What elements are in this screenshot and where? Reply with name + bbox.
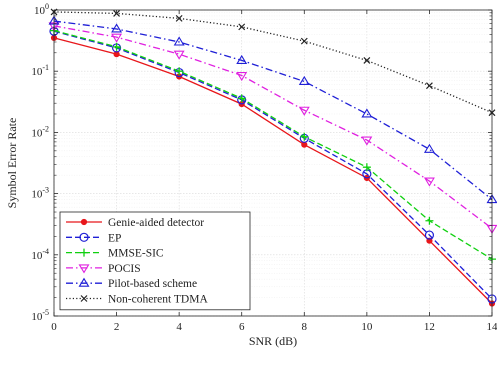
data-point <box>362 163 371 172</box>
data-point <box>175 67 184 76</box>
x-tick-label: 4 <box>176 321 182 333</box>
x-tick-label: 10 <box>361 321 373 333</box>
ticks: 0 2 4 6 8 10 12 14 100 10-1 10-2 10-3 10-4 10-5 <box>31 2 497 333</box>
data-point <box>80 248 88 257</box>
legend-entry: MMSE-SIC <box>66 248 164 260</box>
y-tick-label: 10-5 <box>31 308 49 323</box>
x-tick-label: 12 <box>424 321 435 333</box>
legend-entry: Pilot-based scheme <box>66 277 197 290</box>
data-point <box>423 177 435 187</box>
x-tick-label: 2 <box>114 321 120 333</box>
data-point <box>298 75 310 86</box>
data-point <box>80 295 88 302</box>
x-tick-label: 0 <box>51 321 57 333</box>
series-0 <box>50 34 496 307</box>
data-point <box>78 277 90 287</box>
data-point <box>175 14 183 22</box>
series-line <box>53 11 493 114</box>
data-point <box>173 50 185 60</box>
x-tick-label: 8 <box>302 321 308 333</box>
data-point <box>424 230 435 240</box>
legend-box <box>59 211 251 311</box>
legend-label: MMSE-SIC <box>108 248 164 260</box>
y-tick-label: 10-3 <box>31 186 49 201</box>
x-tick-label: 14 <box>487 321 497 333</box>
data-point <box>236 71 248 82</box>
data-point <box>238 23 246 31</box>
data-point <box>80 218 88 226</box>
legend-entry: Non-coherent TDMA <box>66 294 208 306</box>
series-5 <box>50 8 496 117</box>
data-point <box>111 33 123 43</box>
legend-label: Pilot-based scheme <box>108 278 197 290</box>
data-point <box>111 23 123 33</box>
y-tick-label: 10-2 <box>31 124 49 139</box>
data-point <box>79 232 89 242</box>
data-point <box>300 37 308 45</box>
data-point <box>425 216 434 225</box>
data-point <box>173 36 185 46</box>
legend: Genie-aided detector EP MMSE-SIC POCIS Pilot… <box>59 211 251 311</box>
y-tick-label: 10-1 <box>31 63 49 78</box>
series-line <box>53 37 493 304</box>
data-point <box>237 94 246 103</box>
series-line <box>53 20 493 201</box>
y-axis-label: Symbol Error Rate <box>5 118 19 209</box>
series-layer <box>48 8 497 307</box>
legend-label: Genie-aided detector <box>108 217 204 229</box>
series-line <box>53 30 493 300</box>
data-point <box>423 143 435 153</box>
series-line <box>53 25 493 229</box>
legend-entry: Genie-aided detector <box>66 217 204 229</box>
legend-label: POCIS <box>108 263 141 275</box>
x-tick-label: 6 <box>239 321 245 333</box>
series-3 <box>48 22 497 234</box>
data-point <box>300 132 309 141</box>
y-tick-label: 10-4 <box>31 247 49 262</box>
data-point <box>426 82 433 90</box>
data-point <box>78 264 90 274</box>
x-axis-label: SNR (dB) <box>249 334 297 348</box>
legend-label: EP <box>108 232 121 244</box>
data-point <box>361 136 373 146</box>
data-point <box>236 54 248 64</box>
data-point <box>361 108 373 118</box>
legend-entry: EP <box>66 232 121 244</box>
data-point <box>298 106 310 116</box>
data-point <box>363 56 371 64</box>
plot-frame <box>53 9 493 317</box>
data-point <box>112 42 121 51</box>
series-line <box>53 30 493 260</box>
legend-label: Non-coherent TDMA <box>108 294 208 306</box>
legend-entry: POCIS <box>66 263 141 275</box>
y-tick-label: 100 <box>34 2 49 17</box>
